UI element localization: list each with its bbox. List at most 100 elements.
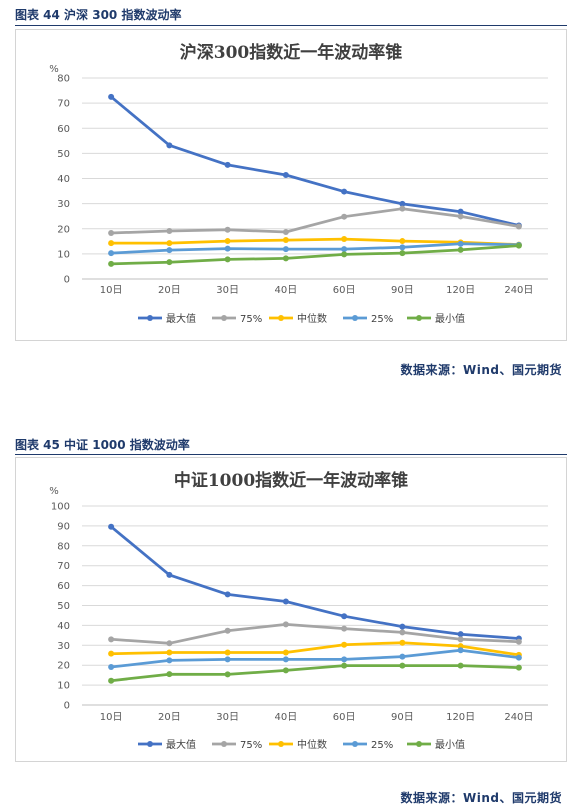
legend-marker [416, 741, 422, 747]
volatility-cone-chart: 中证1000指数近一年波动率锥% 0 10 20 30 40 50 60 70 80 90 100 10… [49, 470, 548, 751]
y-tick-label: 60 [57, 581, 70, 592]
data-point [166, 649, 173, 656]
data-point [224, 256, 231, 263]
legend-marker [416, 315, 422, 321]
legend-label: 中位数 [297, 312, 327, 325]
data-point [341, 625, 348, 632]
legend-marker [147, 315, 153, 321]
data-point [515, 654, 522, 661]
data-point [457, 662, 464, 669]
legend-label: 最小值 [435, 312, 465, 325]
data-point [166, 640, 173, 647]
data-point [224, 656, 231, 663]
data-point [108, 230, 115, 237]
x-tick-label: 40日 [275, 712, 298, 723]
data-point [399, 238, 406, 245]
x-tick-label: 240日 [504, 712, 533, 723]
data-point [108, 650, 115, 657]
y-tick-label: 20 [57, 224, 70, 235]
y-tick-label: 0 [64, 701, 70, 712]
data-point [399, 662, 406, 669]
data-point [108, 663, 115, 670]
data-point [224, 226, 231, 233]
data-point [282, 656, 289, 663]
data-point [399, 639, 406, 646]
x-tick-label: 120日 [446, 712, 475, 723]
data-point [282, 598, 289, 605]
data-point [282, 237, 289, 244]
data-point [457, 208, 464, 215]
legend-marker [221, 315, 227, 321]
data-point [108, 240, 115, 247]
y-tick-label: 70 [57, 561, 70, 572]
data-point [341, 613, 348, 620]
data-point [399, 653, 406, 660]
data-point [108, 250, 115, 257]
data-point [282, 171, 289, 178]
data-point [399, 200, 406, 207]
figure-caption: 图表 45 中证 1000 指数波动率 [15, 438, 190, 452]
data-point [224, 649, 231, 656]
source-note: 数据来源：Wind、国元期货 [400, 363, 562, 377]
legend-marker [147, 741, 153, 747]
data-point [282, 246, 289, 253]
data-point [282, 229, 289, 236]
source-note: 数据来源：Wind、国元期货 [400, 791, 562, 805]
data-point [224, 671, 231, 678]
data-point [282, 255, 289, 262]
y-tick-label: 40 [57, 174, 70, 185]
series-line [111, 207, 520, 235]
x-tick-label: 90日 [391, 285, 414, 296]
data-point [341, 656, 348, 663]
series-line [110, 648, 520, 669]
x-tick-label: 40日 [275, 285, 298, 296]
data-point [515, 223, 522, 230]
series-line [111, 242, 519, 255]
data-point [341, 641, 348, 648]
data-point [457, 246, 464, 253]
data-point [108, 260, 115, 267]
series-line [111, 237, 519, 246]
legend-marker [352, 741, 358, 747]
data-point [108, 523, 115, 530]
data-point [457, 213, 464, 220]
y-tick-label: 50 [57, 149, 70, 160]
series-line [111, 641, 520, 657]
data-point [224, 161, 231, 168]
data-point [282, 667, 289, 674]
y-tick-label: 30 [57, 641, 70, 652]
chart-title: 中证1000指数近一年波动率锥 [174, 470, 408, 491]
data-point [515, 664, 522, 671]
y-tick-label: 80 [57, 74, 70, 85]
x-tick-label: 60日 [333, 285, 356, 296]
x-tick-label: 60日 [333, 712, 356, 723]
data-point [282, 649, 289, 656]
data-point [457, 647, 464, 654]
x-tick-label: 10日 [100, 285, 123, 296]
data-point [166, 671, 173, 678]
x-tick-label: 120日 [446, 285, 475, 296]
y-tick-label: 40 [57, 621, 70, 632]
y-tick-label: 30 [57, 199, 70, 210]
series-line [110, 525, 520, 640]
y-tick-label: 10 [57, 249, 70, 260]
y-tick-label: 80 [57, 541, 70, 552]
figure-caption: 图表 44 沪深 300 指数波动率 [15, 8, 182, 22]
data-point [341, 246, 348, 253]
data-point [341, 251, 348, 258]
x-tick-label: 30日 [216, 712, 239, 723]
x-tick-label: 240日 [504, 285, 533, 296]
data-point [166, 247, 173, 254]
y-tick-label: 0 [64, 275, 70, 286]
data-point [224, 627, 231, 634]
legend-label: 75% [240, 740, 262, 751]
data-point [399, 205, 406, 212]
chart-title: 沪深300指数近一年波动率锥 [180, 42, 403, 63]
y-tick-label: 20 [57, 661, 70, 672]
chart-container: 沪深300指数近一年波动率锥% 0 10 20 30 40 50 60 70 80 10日 20日 30… [15, 29, 567, 341]
caption-rule [15, 454, 567, 455]
data-point [166, 228, 173, 235]
legend-label: 最大值 [166, 312, 196, 325]
data-point [399, 629, 406, 636]
data-point [282, 621, 289, 628]
